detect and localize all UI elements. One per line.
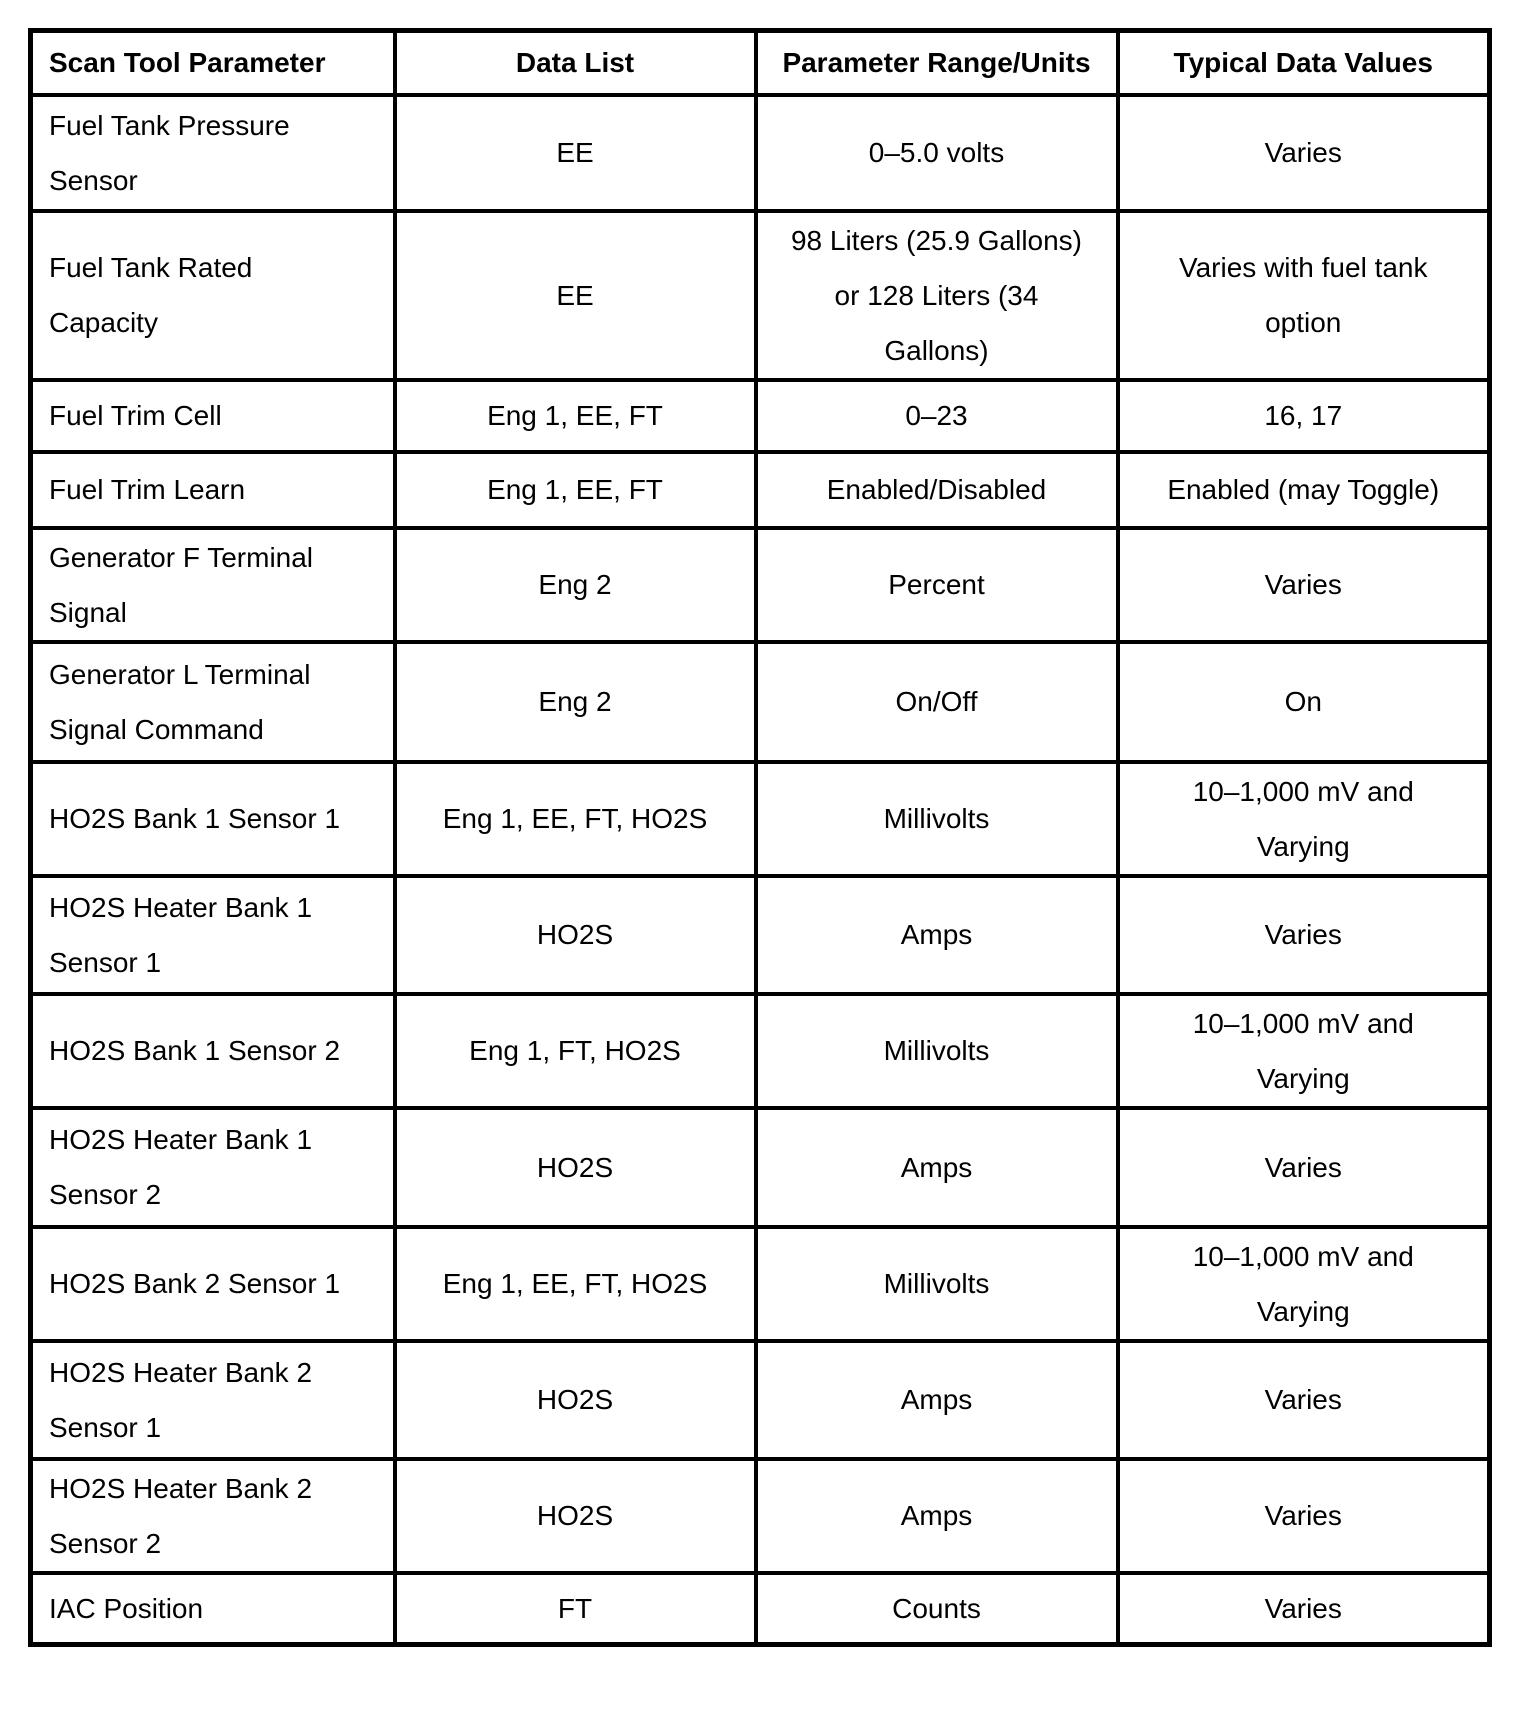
cell-typical-values: Varies: [1115, 525, 1492, 644]
cell-data-list: HO2S: [392, 1105, 758, 1229]
cell-parameter: Generator L Terminal Signal Command: [28, 639, 397, 764]
cell-typical-values: Varies: [1115, 92, 1492, 213]
cell-range-units: Millivolts: [753, 1224, 1120, 1343]
cell-typical-values: Varies: [1115, 1456, 1492, 1575]
table-body: Fuel Tank Pressure Sensor EE 0–5.0 volts Va…: [28, 92, 1492, 1647]
cell-data-list: EE: [392, 92, 758, 213]
table-row: Fuel Trim Cell Eng 1, EE, FT 0–23 16, 17: [28, 377, 1492, 454]
cell-range-units: Amps: [753, 873, 1120, 996]
table-row: Fuel Trim Learn Eng 1, EE, FT Enabled/Disa…: [28, 449, 1492, 530]
table-row: Fuel Tank Pressure Sensor EE 0–5.0 volts Va…: [28, 92, 1492, 213]
scan-tool-parameter-table: Scan Tool Parameter Data List Parameter …: [28, 28, 1492, 1647]
cell-typical-values: 10–1,000 mV and Varying: [1115, 759, 1492, 878]
table-row: HO2S Heater Bank 2 Sensor 2 HO2S Amps Varie…: [28, 1456, 1492, 1575]
table-row: IAC Position FT Counts Varies: [28, 1570, 1492, 1647]
cell-typical-values: Varies: [1115, 1105, 1492, 1229]
cell-data-list: HO2S: [392, 1338, 758, 1461]
cell-parameter: HO2S Heater Bank 2 Sensor 2: [28, 1456, 397, 1575]
cell-parameter: Fuel Tank Pressure Sensor: [28, 92, 397, 213]
cell-range-units: Enabled/Disabled: [753, 449, 1120, 530]
cell-data-list: Eng 1, EE, FT, HO2S: [392, 1224, 758, 1343]
cell-range-units: Counts: [753, 1570, 1120, 1647]
cell-data-list: EE: [392, 208, 758, 382]
cell-parameter: Fuel Trim Learn: [28, 449, 397, 530]
cell-typical-values: Varies: [1115, 873, 1492, 996]
cell-parameter: Generator F Terminal Signal: [28, 525, 397, 644]
cell-data-list: Eng 1, EE, FT: [392, 377, 758, 454]
cell-range-units: Amps: [753, 1105, 1120, 1229]
cell-range-units: Millivolts: [753, 991, 1120, 1110]
cell-typical-values: Enabled (may Toggle): [1115, 449, 1492, 530]
cell-parameter: HO2S Heater Bank 2 Sensor 1: [28, 1338, 397, 1461]
cell-range-units: 98 Liters (25.9 Gallons) or 128 Liters (…: [753, 208, 1120, 382]
cell-typical-values: Varies with fuel tank option: [1115, 208, 1492, 382]
table-row: HO2S Heater Bank 1 Sensor 2 HO2S Amps Varie…: [28, 1105, 1492, 1229]
cell-range-units: Amps: [753, 1338, 1120, 1461]
cell-data-list: FT: [392, 1570, 758, 1647]
table-row: HO2S Heater Bank 1 Sensor 1 HO2S Amps Varie…: [28, 873, 1492, 996]
column-header-data-list: Data List: [392, 28, 758, 97]
header-row: Scan Tool Parameter Data List Parameter …: [28, 28, 1492, 97]
table-row: HO2S Bank 2 Sensor 1 Eng 1, EE, FT, HO2S M…: [28, 1224, 1492, 1343]
cell-data-list: HO2S: [392, 1456, 758, 1575]
column-header-typical-data-values: Typical Data Values: [1115, 28, 1492, 97]
cell-data-list: Eng 1, EE, FT, HO2S: [392, 759, 758, 878]
cell-data-list: HO2S: [392, 873, 758, 996]
table-row: Generator L Terminal Signal Command Eng 2…: [28, 639, 1492, 764]
cell-typical-values: Varies: [1115, 1570, 1492, 1647]
cell-parameter: Fuel Tank Rated Capacity: [28, 208, 397, 382]
cell-data-list: Eng 1, EE, FT: [392, 449, 758, 530]
cell-typical-values: 10–1,000 mV and Varying: [1115, 991, 1492, 1110]
cell-typical-values: 16, 17: [1115, 377, 1492, 454]
cell-data-list: Eng 2: [392, 639, 758, 764]
column-header-scan-tool-parameter: Scan Tool Parameter: [28, 28, 397, 97]
cell-range-units: Amps: [753, 1456, 1120, 1575]
cell-parameter: IAC Position: [28, 1570, 397, 1647]
table-row: Generator F Terminal Signal Eng 2 Percent V…: [28, 525, 1492, 644]
cell-range-units: Millivolts: [753, 759, 1120, 878]
cell-parameter: HO2S Bank 1 Sensor 2: [28, 991, 397, 1110]
cell-data-list: Eng 2: [392, 525, 758, 644]
cell-parameter: HO2S Bank 2 Sensor 1: [28, 1224, 397, 1343]
cell-typical-values: Varies: [1115, 1338, 1492, 1461]
cell-typical-values: 10–1,000 mV and Varying: [1115, 1224, 1492, 1343]
cell-data-list: Eng 1, FT, HO2S: [392, 991, 758, 1110]
cell-range-units: 0–23: [753, 377, 1120, 454]
cell-range-units: Percent: [753, 525, 1120, 644]
cell-parameter: HO2S Bank 1 Sensor 1: [28, 759, 397, 878]
table-row: HO2S Bank 1 Sensor 2 Eng 1, FT, HO2S Milli…: [28, 991, 1492, 1110]
table-row: HO2S Heater Bank 2 Sensor 1 HO2S Amps Varie…: [28, 1338, 1492, 1461]
cell-parameter: HO2S Heater Bank 1 Sensor 1: [28, 873, 397, 996]
cell-range-units: On/Off: [753, 639, 1120, 764]
cell-typical-values: On: [1115, 639, 1492, 764]
table-row: Fuel Tank Rated Capacity EE 98 Liters (25.…: [28, 208, 1492, 382]
cell-range-units: 0–5.0 volts: [753, 92, 1120, 213]
cell-parameter: HO2S Heater Bank 1 Sensor 2: [28, 1105, 397, 1229]
cell-parameter: Fuel Trim Cell: [28, 377, 397, 454]
table-row: HO2S Bank 1 Sensor 1 Eng 1, EE, FT, HO2S M…: [28, 759, 1492, 878]
column-header-parameter-range-units: Parameter Range/Units: [753, 28, 1120, 97]
